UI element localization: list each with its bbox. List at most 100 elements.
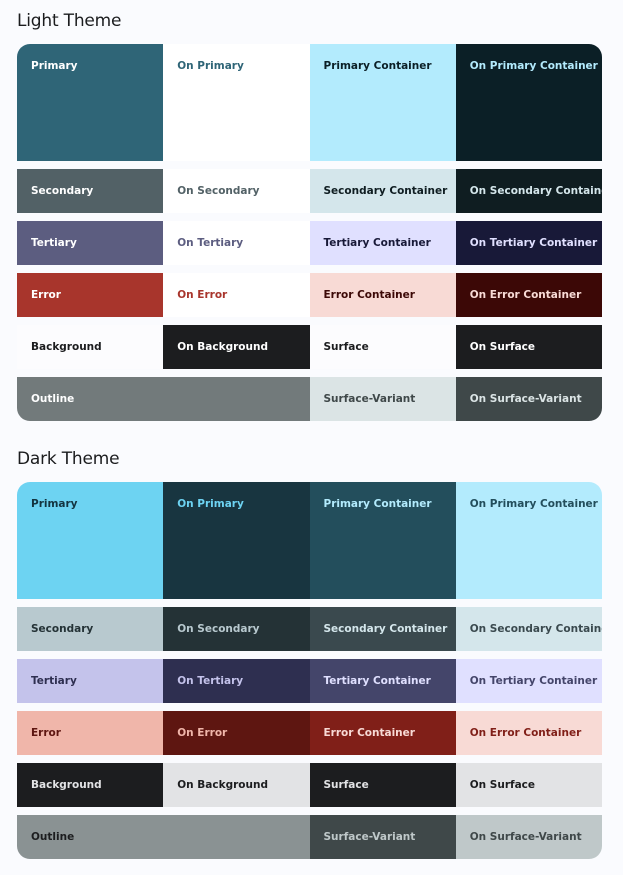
swatch-label: On Secondary Container <box>469 623 602 635</box>
swatch-on-tertiary: On Tertiary <box>163 221 310 265</box>
swatch-secondary-container: Secondary Container <box>309 607 456 651</box>
swatch-surface: Surface <box>309 763 456 807</box>
swatch-label: Surface-Variant <box>323 831 416 843</box>
swatch-label: Secondary <box>31 623 94 635</box>
swatch-label: On Primary Container <box>469 60 598 72</box>
swatch-label: Surface <box>323 341 369 353</box>
section-title: Dark Theme <box>17 449 120 469</box>
swatch-label: On Error Container <box>469 289 582 301</box>
palette-row: Background On Background Surface On Surface <box>17 325 602 369</box>
swatch-on-error-container: On Error Container <box>455 273 602 317</box>
palette-row: Secondary On Secondary Secondary Container… <box>17 169 602 213</box>
section-title: Light Theme <box>17 11 122 31</box>
swatch-on-error: On Error <box>163 711 310 755</box>
swatch-on-error: On Error <box>163 273 310 317</box>
swatch-on-tertiary-container: On Tertiary Container <box>455 659 602 703</box>
swatch-label: Primary Container <box>323 498 432 510</box>
swatch-label: On Secondary Container <box>469 185 602 197</box>
swatch-label: Primary <box>31 498 78 510</box>
swatch-label: On Tertiary Container <box>469 237 598 249</box>
palette-row: Primary On Primary Primary Container On Pri… <box>17 482 602 599</box>
palette-row: Error On Error Error Container On Error Con… <box>17 711 602 755</box>
palette-row: Secondary On Secondary Secondary Container… <box>17 607 602 651</box>
swatch-surface-variant: Surface-Variant <box>309 377 456 421</box>
swatch-secondary: Secondary <box>17 169 164 213</box>
swatch-on-primary: On Primary <box>163 482 310 599</box>
swatch-label: On Primary <box>177 498 244 510</box>
swatch-label: On Error <box>177 289 228 301</box>
swatch-secondary-container: Secondary Container <box>309 169 456 213</box>
swatch-label: Background <box>31 779 102 791</box>
swatch-on-secondary: On Secondary <box>163 607 310 651</box>
swatch-label: Secondary Container <box>323 185 448 197</box>
swatch-label: Surface <box>323 779 369 791</box>
swatch-on-surface: On Surface <box>455 325 602 369</box>
swatch-label: Error <box>31 289 61 301</box>
dark-theme-palette-grid: Primary On Primary Primary Container On Pri… <box>17 482 602 859</box>
swatch-background: Background <box>17 763 164 807</box>
swatch-label: On Primary Container <box>469 498 598 510</box>
swatch-error: Error <box>17 711 164 755</box>
palette-row: Primary On Primary Primary Container On Pri… <box>17 44 602 161</box>
swatch-primary: Primary <box>17 482 164 599</box>
swatch-outline: Outline <box>17 377 310 421</box>
swatch-surface-variant: Surface-Variant <box>309 815 456 859</box>
swatch-background: Background <box>17 325 164 369</box>
swatch-label: Secondary Container <box>323 623 448 635</box>
swatch-label: Tertiary Container <box>323 675 431 687</box>
swatch-label: Tertiary Container <box>323 237 431 249</box>
swatch-primary-container: Primary Container <box>309 44 456 161</box>
swatch-on-primary-container: On Primary Container <box>455 482 602 599</box>
swatch-on-secondary-container: On Secondary Container <box>455 169 602 213</box>
swatch-label: Tertiary <box>31 237 77 249</box>
swatch-primary-container: Primary Container <box>309 482 456 599</box>
swatch-surface: Surface <box>309 325 456 369</box>
swatch-tertiary: Tertiary <box>17 659 164 703</box>
swatch-on-background: On Background <box>163 763 310 807</box>
swatch-label: Error <box>31 727 61 739</box>
swatch-label: Error Container <box>323 289 415 301</box>
swatch-label: On Background <box>177 779 268 791</box>
palette-row: Background On Background Surface On Surface <box>17 763 602 807</box>
swatch-label: Error Container <box>323 727 415 739</box>
swatch-label: On Surface-Variant <box>469 393 582 405</box>
swatch-label: Surface-Variant <box>323 393 416 405</box>
swatch-label: On Tertiary <box>177 675 244 687</box>
light-theme-palette-grid: Primary On Primary Primary Container On Pri… <box>17 44 602 421</box>
swatch-primary: Primary <box>17 44 164 161</box>
swatch-outline: Outline <box>17 815 310 859</box>
palette-row: Outline Surface-Variant On Surface-Variant <box>17 815 602 859</box>
swatch-error-container: Error Container <box>309 711 456 755</box>
swatch-on-primary: On Primary <box>163 44 310 161</box>
swatch-on-secondary: On Secondary <box>163 169 310 213</box>
swatch-label: On Background <box>177 341 268 353</box>
swatch-label: Outline <box>31 831 75 843</box>
swatch-on-surface-variant: On Surface-Variant <box>455 377 602 421</box>
swatch-label: Secondary <box>31 185 94 197</box>
swatch-label: On Secondary <box>177 623 260 635</box>
swatch-on-secondary-container: On Secondary Container <box>455 607 602 651</box>
swatch-label: Outline <box>31 393 75 405</box>
swatch-label: On Secondary <box>177 185 260 197</box>
swatch-on-background: On Background <box>163 325 310 369</box>
swatch-on-error-container: On Error Container <box>455 711 602 755</box>
swatch-label: On Surface <box>469 779 536 791</box>
swatch-on-primary-container: On Primary Container <box>455 44 602 161</box>
swatch-label: On Primary <box>177 60 244 72</box>
swatch-on-tertiary: On Tertiary <box>163 659 310 703</box>
swatch-error: Error <box>17 273 164 317</box>
swatch-label: On Error Container <box>469 727 582 739</box>
swatch-label: On Tertiary Container <box>469 675 598 687</box>
swatch-on-tertiary-container: On Tertiary Container <box>455 221 602 265</box>
swatch-label: Primary <box>31 60 78 72</box>
swatch-label: Background <box>31 341 102 353</box>
swatch-tertiary-container: Tertiary Container <box>309 659 456 703</box>
swatch-label: Tertiary <box>31 675 77 687</box>
swatch-on-surface-variant: On Surface-Variant <box>455 815 602 859</box>
palette-row: Tertiary On Tertiary Tertiary Container On … <box>17 659 602 703</box>
swatch-secondary: Secondary <box>17 607 164 651</box>
swatch-on-surface: On Surface <box>455 763 602 807</box>
swatch-label: Primary Container <box>323 60 432 72</box>
palette-row: Error On Error Error Container On Error Con… <box>17 273 602 317</box>
swatch-label: On Error <box>177 727 228 739</box>
